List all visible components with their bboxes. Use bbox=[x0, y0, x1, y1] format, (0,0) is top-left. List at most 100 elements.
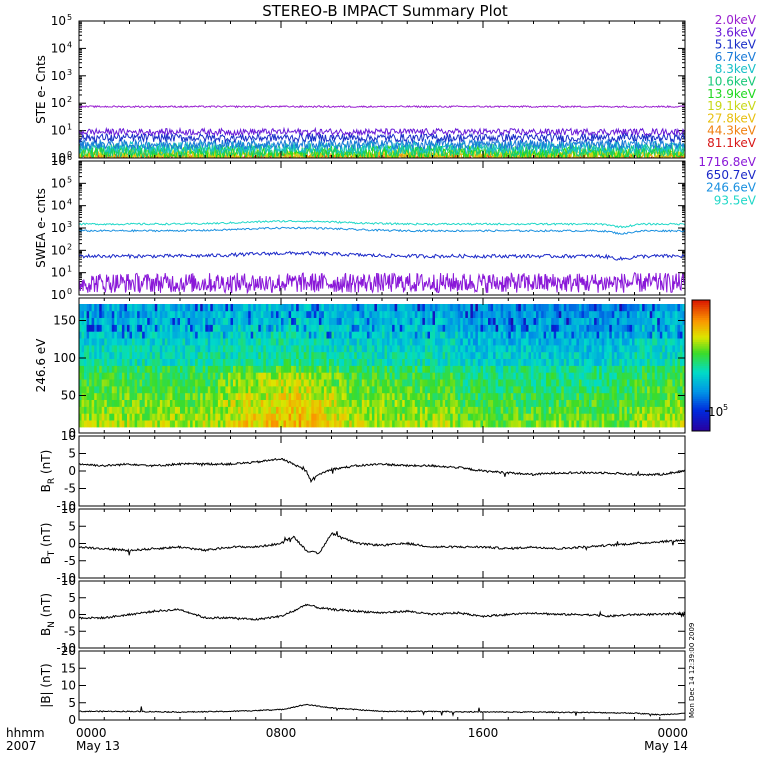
heatmap-cell bbox=[154, 379, 158, 387]
heatmap-cell bbox=[217, 358, 221, 366]
heatmap-cell bbox=[89, 331, 92, 339]
heatmap-cell bbox=[185, 304, 188, 312]
heatmap-cell bbox=[311, 304, 315, 312]
heatmap-cell bbox=[149, 372, 153, 380]
heatmap-cell bbox=[533, 406, 537, 414]
heatmap-cell bbox=[142, 324, 145, 332]
heatmap-cell bbox=[581, 338, 585, 346]
heatmap-cell bbox=[609, 420, 613, 428]
heatmap-cell bbox=[152, 365, 156, 373]
heatmap-cell bbox=[116, 331, 120, 339]
colorbar-step bbox=[692, 313, 710, 316]
heatmap-cell bbox=[258, 365, 262, 373]
heatmap-cell bbox=[682, 331, 686, 339]
heatmap-cell bbox=[154, 392, 158, 400]
heatmap-cell bbox=[371, 386, 375, 394]
heatmap-cell bbox=[192, 345, 196, 353]
heatmap-cell bbox=[334, 399, 337, 407]
heatmap-cell bbox=[210, 406, 214, 414]
heatmap-cell bbox=[154, 351, 158, 359]
heatmap-cell bbox=[293, 413, 297, 421]
heatmap-cell bbox=[404, 392, 408, 400]
heatmap-cell bbox=[308, 324, 312, 332]
ste-ytick-label: 10 bbox=[51, 151, 66, 165]
colorbar-step bbox=[692, 428, 710, 432]
heatmap-cell bbox=[412, 338, 416, 346]
heatmap-cell bbox=[483, 310, 486, 318]
heatmap-cell bbox=[548, 345, 552, 353]
heatmap-cell bbox=[654, 399, 658, 407]
heatmap-cell bbox=[518, 310, 522, 318]
heatmap-cell bbox=[566, 386, 570, 394]
heatmap-cell bbox=[490, 345, 494, 353]
heatmap-cell bbox=[149, 413, 153, 421]
heatmap-cell bbox=[374, 324, 378, 332]
heatmap-cell bbox=[311, 358, 315, 366]
heatmap-cell bbox=[594, 351, 597, 359]
heatmap-cell bbox=[86, 351, 90, 359]
heatmap-cell bbox=[329, 420, 332, 428]
heatmap-cell bbox=[205, 372, 209, 380]
heatmap-cell bbox=[377, 365, 380, 373]
heatmap-cell bbox=[116, 304, 120, 312]
heatmap-cell bbox=[533, 358, 537, 366]
ste-ytick-label: 10 bbox=[51, 14, 66, 28]
heatmap-cell bbox=[157, 392, 161, 400]
heatmap-cell bbox=[513, 399, 517, 407]
heatmap-cell bbox=[475, 365, 479, 373]
heatmap-cell bbox=[351, 406, 355, 414]
heatmap-cell bbox=[334, 351, 337, 359]
heatmap-cell bbox=[129, 358, 133, 366]
heatmap-cell bbox=[159, 365, 163, 373]
heatmap-cell bbox=[629, 317, 633, 325]
heatmap-cell bbox=[316, 310, 320, 318]
heatmap-cell bbox=[568, 420, 572, 428]
heatmap-cell bbox=[594, 392, 597, 400]
heatmap-cell bbox=[407, 386, 411, 394]
heatmap-cell bbox=[207, 420, 211, 428]
heatmap-cell bbox=[407, 413, 411, 421]
heatmap-cell bbox=[281, 324, 284, 332]
heatmap-cell bbox=[581, 310, 585, 318]
heatmap-cell bbox=[606, 406, 610, 414]
heatmap-cell bbox=[167, 392, 171, 400]
heatmap-cell bbox=[649, 317, 653, 325]
heatmap-cell bbox=[571, 338, 575, 346]
heatmap-cell bbox=[220, 304, 224, 312]
heatmap-cell bbox=[382, 406, 385, 414]
heatmap-cell bbox=[677, 338, 681, 346]
heatmap-cell bbox=[207, 392, 211, 400]
heatmap-cell bbox=[369, 304, 373, 312]
heatmap-cell bbox=[553, 413, 557, 421]
heatmap-cell bbox=[291, 386, 294, 394]
heatmap-cell bbox=[331, 304, 335, 312]
heatmap-cell bbox=[313, 365, 317, 373]
heatmap-cell bbox=[528, 338, 532, 346]
heatmap-cell bbox=[419, 386, 423, 394]
heatmap-cell bbox=[682, 392, 686, 400]
heatmap-cell bbox=[233, 304, 236, 312]
heatmap-cell bbox=[548, 406, 552, 414]
heatmap-cell bbox=[129, 338, 133, 346]
heatmap-cell bbox=[409, 351, 413, 359]
heatmap-cell bbox=[594, 304, 597, 312]
heatmap-cell bbox=[682, 358, 686, 366]
heatmap-cell bbox=[331, 351, 335, 359]
heatmap-cell bbox=[470, 331, 474, 339]
heatmap-cell bbox=[467, 406, 471, 414]
heatmap-cell bbox=[573, 304, 577, 312]
heatmap-cell bbox=[354, 338, 358, 346]
heatmap-cell bbox=[546, 413, 549, 421]
heatmap-cell bbox=[291, 324, 294, 332]
heatmap-cell bbox=[576, 324, 580, 332]
heatmap-cell bbox=[374, 372, 378, 380]
heatmap-cell bbox=[384, 365, 388, 373]
heatmap-cell bbox=[339, 392, 342, 400]
heatmap-cell bbox=[407, 399, 411, 407]
heatmap-cell bbox=[614, 365, 618, 373]
heatmap-cell bbox=[525, 324, 529, 332]
heatmap-cell bbox=[621, 324, 625, 332]
heatmap-cell bbox=[159, 324, 163, 332]
heatmap-cell bbox=[323, 310, 327, 318]
heatmap-cell bbox=[94, 420, 98, 428]
